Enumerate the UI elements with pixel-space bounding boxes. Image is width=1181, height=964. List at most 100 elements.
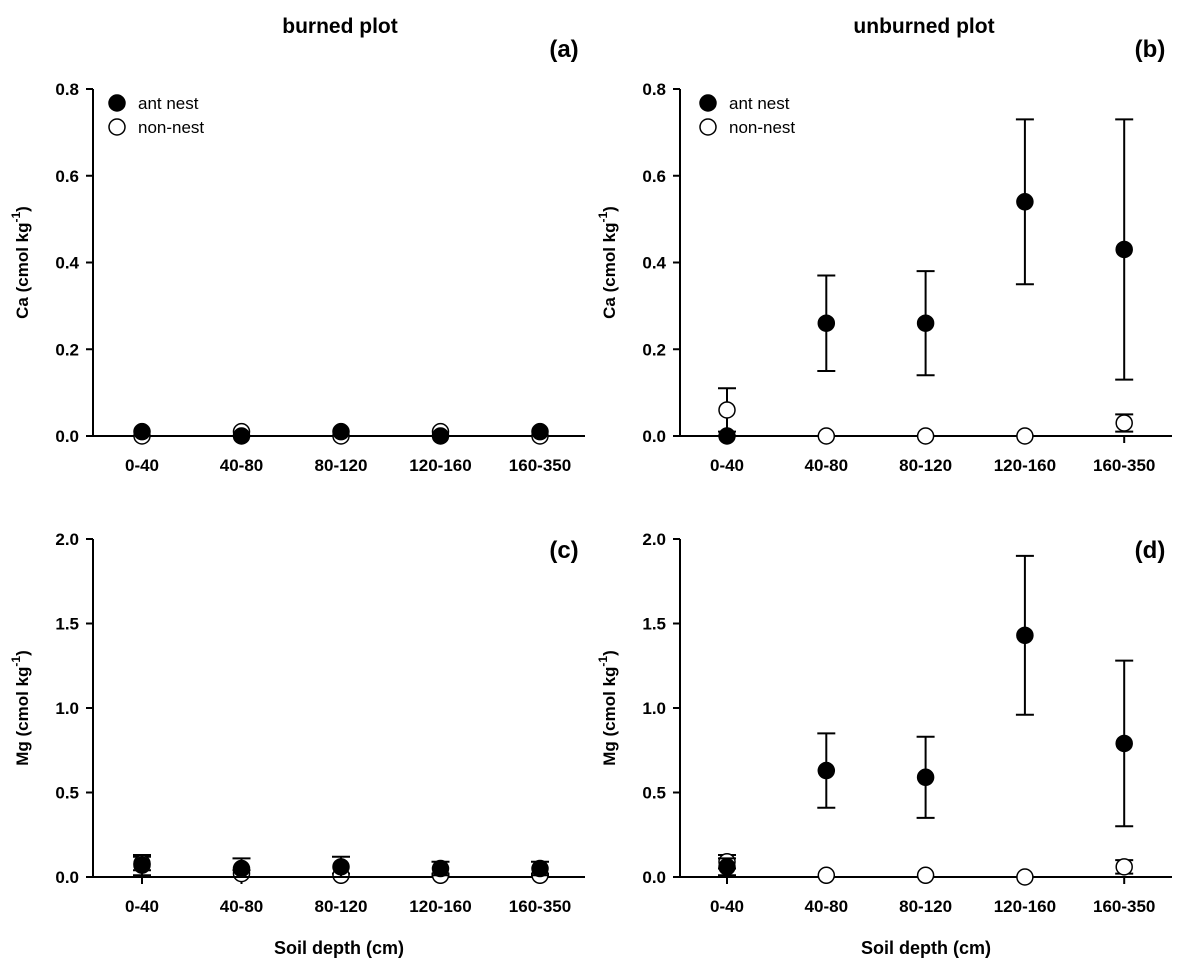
y-tick-label: 0.5 [642, 784, 666, 803]
point-ant-nest [916, 314, 935, 332]
panel-label: (c) [549, 537, 578, 564]
y-tick-label: 0.2 [642, 340, 666, 359]
point-ant-nest [1016, 193, 1034, 211]
x-tick-label: 120-160 [409, 897, 471, 916]
point-ant-nest [531, 422, 549, 441]
y-tick-label: 0.5 [55, 784, 79, 803]
x-axis-label: Soil depth (cm) [274, 938, 404, 958]
legend-marker-non-nest [699, 118, 717, 136]
x-tick-label: 40-80 [220, 456, 263, 475]
x-tick-label: 120-160 [994, 897, 1056, 916]
point-ant-nest [916, 768, 935, 787]
point-ant-nest [133, 422, 151, 441]
point-ant-nest [332, 858, 350, 876]
y-tick-label: 1.5 [55, 615, 79, 634]
series-ant-nest [133, 422, 549, 445]
series-ant-nest [133, 854, 549, 878]
y-tick-label: 0.8 [642, 80, 666, 99]
series-non-nest [718, 387, 1134, 445]
y-tick-label: 0.4 [55, 254, 79, 273]
point-ant-nest [1016, 626, 1034, 645]
x-tick-label: 0-40 [125, 456, 159, 475]
y-tick-label: 0.8 [55, 80, 79, 99]
series-ant-nest [718, 118, 1134, 445]
series-non-nest [718, 853, 1134, 886]
x-tick-label: 160-350 [509, 897, 571, 916]
panel-3: 0.0 0.5 1.0 1.5 2.0 0-40 40-80 80-120 120-160 160… [9, 530, 585, 958]
legend-label: ant nest [729, 94, 790, 113]
y-tick-label: 0.2 [55, 340, 79, 359]
series-ant-nest [718, 554, 1134, 877]
x-tick-label: 0-40 [125, 897, 159, 916]
point-non-nest [817, 427, 836, 445]
legend: ant nest non-nest [699, 94, 795, 137]
y-axis-label: Mg (cmol kg-1) [9, 650, 32, 766]
point-ant-nest [817, 761, 836, 780]
point-non-nest [916, 866, 935, 885]
legend: ant nest non-nest [108, 94, 204, 137]
x-tick-label: 160-350 [1093, 897, 1155, 916]
panel-2: 0.0 0.2 0.4 0.6 0.8 0-40 40-80 80-120 120-160 160… [596, 36, 1172, 475]
point-non-nest [916, 427, 935, 445]
point-non-nest [718, 401, 736, 419]
point-ant-nest [718, 858, 736, 876]
y-axis-label: Mg (cmol kg-1) [596, 650, 619, 766]
point-ant-nest [232, 859, 251, 878]
y-tick-label: 2.0 [642, 530, 666, 549]
x-tick-label: 80-120 [899, 897, 952, 916]
legend-marker-ant-nest [699, 94, 717, 112]
y-tick-label: 0.6 [642, 167, 666, 186]
panel-4: 0.0 0.5 1.0 1.5 2.0 0-40 40-80 80-120 120-160 160… [596, 530, 1172, 958]
y-tick-label: 0.0 [642, 868, 666, 887]
y-tick-label: 1.0 [642, 699, 666, 718]
x-tick-label: 80-120 [899, 456, 952, 475]
legend-marker-non-nest [108, 118, 126, 136]
point-ant-nest [133, 856, 151, 874]
x-axis-label: Soil depth (cm) [861, 938, 991, 958]
point-ant-nest [332, 422, 350, 441]
y-tick-label: 1.5 [642, 615, 666, 634]
x-tick-label: 160-350 [1093, 456, 1155, 475]
x-tick-label: 40-80 [805, 456, 848, 475]
legend-label: non-nest [729, 118, 795, 137]
y-tick-label: 0.0 [642, 427, 666, 446]
x-tick-label: 80-120 [315, 897, 368, 916]
legend-marker-ant-nest [108, 94, 126, 112]
point-ant-nest [817, 314, 836, 332]
x-tick-label: 120-160 [994, 456, 1056, 475]
point-ant-nest [531, 859, 549, 878]
y-tick-label: 0.6 [55, 167, 79, 186]
y-tick-label: 0.4 [642, 254, 666, 273]
point-ant-nest [1115, 240, 1133, 259]
panel-label: (d) [1135, 537, 1166, 564]
x-tick-label: 0-40 [710, 456, 744, 475]
point-ant-nest [718, 427, 736, 445]
y-tick-label: 0.0 [55, 427, 79, 446]
point-non-nest [817, 866, 836, 885]
legend-label: ant nest [138, 94, 199, 113]
panel-1: 0.0 0.2 0.4 0.6 0.8 0-40 40-80 80-120 120-160 160… [9, 36, 585, 475]
x-tick-label: 160-350 [509, 456, 571, 475]
panel-label: (a) [549, 36, 578, 63]
y-tick-label: 1.0 [55, 699, 79, 718]
point-ant-nest [431, 859, 450, 878]
point-non-nest [1115, 858, 1133, 876]
legend-label: non-nest [138, 118, 204, 137]
x-tick-label: 80-120 [315, 456, 368, 475]
panel-label: (b) [1135, 36, 1166, 63]
y-tick-label: 2.0 [55, 530, 79, 549]
x-tick-label: 0-40 [710, 897, 744, 916]
point-non-nest [1016, 868, 1034, 886]
column-title-unburned: unburned plot [853, 15, 994, 38]
x-tick-label: 40-80 [805, 897, 848, 916]
point-ant-nest [431, 427, 450, 445]
point-ant-nest [1115, 734, 1133, 753]
column-title-burned: burned plot [282, 15, 397, 38]
y-axis-label: Ca (cmol kg-1) [9, 206, 32, 319]
point-ant-nest [232, 427, 251, 445]
x-tick-label: 40-80 [220, 897, 263, 916]
x-tick-label: 120-160 [409, 456, 471, 475]
point-non-nest [1115, 414, 1133, 432]
y-axis-label: Ca (cmol kg-1) [596, 206, 619, 319]
